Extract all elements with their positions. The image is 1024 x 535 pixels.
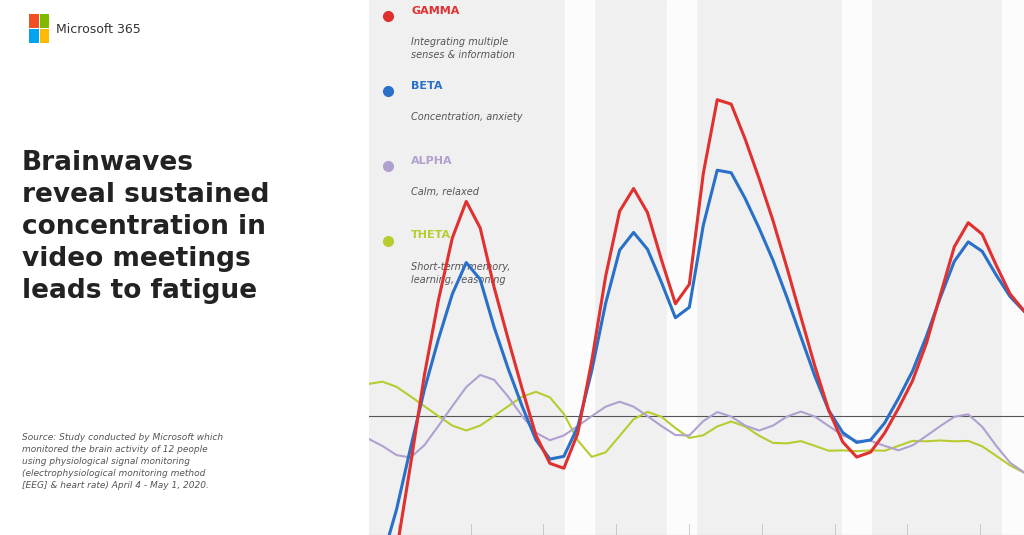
Bar bbox=[565, 0, 594, 535]
Text: Calm, relaxed: Calm, relaxed bbox=[412, 187, 479, 197]
Text: ALPHA: ALPHA bbox=[412, 156, 453, 165]
FancyBboxPatch shape bbox=[40, 14, 49, 28]
Bar bbox=[1002, 0, 1024, 535]
Bar bbox=[668, 0, 696, 535]
FancyBboxPatch shape bbox=[30, 29, 39, 43]
FancyBboxPatch shape bbox=[30, 14, 39, 28]
Text: BETA: BETA bbox=[412, 81, 442, 90]
Text: GAMMA: GAMMA bbox=[412, 6, 460, 16]
Text: Brainwaves
reveal sustained
concentration in
video meetings
leads to fatigue: Brainwaves reveal sustained concentratio… bbox=[23, 150, 269, 304]
Bar bbox=[842, 0, 871, 535]
Text: Integrating multiple
senses & information: Integrating multiple senses & informatio… bbox=[412, 37, 515, 60]
Text: THETA: THETA bbox=[412, 231, 452, 240]
Text: Short-term memory,
learning, reasoning: Short-term memory, learning, reasoning bbox=[412, 262, 511, 285]
FancyBboxPatch shape bbox=[40, 29, 49, 43]
Text: Microsoft 365: Microsoft 365 bbox=[55, 23, 140, 36]
Text: Concentration, anxiety: Concentration, anxiety bbox=[412, 112, 522, 123]
Text: Source: Study conducted by Microsoft which
monitored the brain activity of 12 pe: Source: Study conducted by Microsoft whi… bbox=[23, 433, 223, 490]
